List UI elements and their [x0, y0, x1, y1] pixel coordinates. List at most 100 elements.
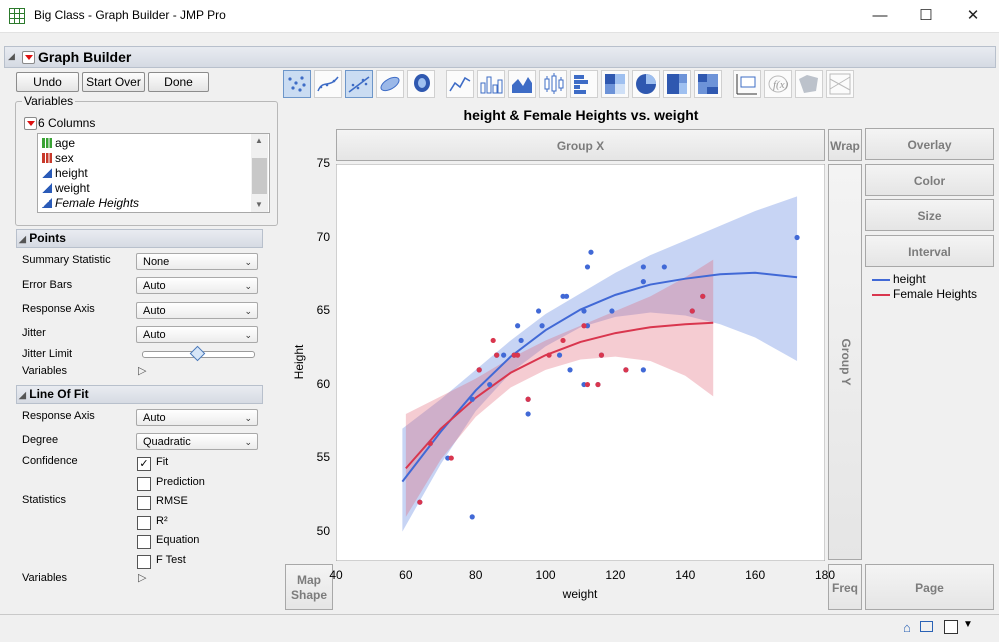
close-button[interactable]: ✕: [966, 7, 980, 24]
data-point[interactable]: [689, 308, 695, 314]
points-icon[interactable]: [283, 70, 311, 98]
red-triangle-menu-icon[interactable]: [22, 51, 35, 64]
fit-option[interactable]: RMSE: [137, 495, 267, 511]
checkbox[interactable]: ✓: [137, 457, 151, 471]
data-point[interactable]: [640, 367, 646, 373]
checkbox[interactable]: [137, 535, 151, 550]
data-point[interactable]: [525, 396, 531, 402]
treemap-icon[interactable]: [663, 70, 691, 98]
wrap-zone[interactable]: Wrap: [828, 129, 862, 161]
data-point[interactable]: [581, 308, 587, 314]
data-point[interactable]: [469, 514, 475, 520]
freq-zone[interactable]: Freq: [828, 564, 862, 610]
error-bars-select[interactable]: Auto ⌄: [136, 277, 258, 294]
legend-item[interactable]: Female Heights: [870, 287, 994, 302]
data-point[interactable]: [448, 455, 454, 461]
fit-option[interactable]: F Test: [137, 554, 267, 570]
collapse-triangle-icon[interactable]: ◢: [8, 51, 15, 61]
mosaic-icon[interactable]: [694, 70, 722, 98]
data-point[interactable]: [700, 293, 706, 299]
plot-area[interactable]: [336, 164, 825, 561]
bar-chart-icon[interactable]: [477, 70, 505, 98]
columns-menu-icon[interactable]: [24, 117, 37, 130]
formula-icon[interactable]: f(x): [764, 70, 792, 98]
maximize-button[interactable]: ☐: [919, 7, 933, 24]
area-chart-icon[interactable]: [508, 70, 536, 98]
ellipse-icon[interactable]: [376, 70, 404, 98]
graph-builder-header[interactable]: ◢ Graph Builder: [4, 46, 996, 68]
fit-option[interactable]: Prediction: [137, 476, 267, 492]
data-point[interactable]: [567, 367, 573, 373]
data-point[interactable]: [487, 381, 493, 388]
data-point[interactable]: [640, 279, 646, 285]
data-point[interactable]: [584, 264, 591, 270]
scrollbar-thumb[interactable]: [252, 158, 267, 194]
column-list-scrollbar[interactable]: ▲ ▼: [251, 134, 268, 212]
fit-option[interactable]: Equation: [137, 534, 267, 550]
layout-icon[interactable]: [944, 620, 958, 634]
data-point[interactable]: [501, 352, 507, 358]
data-point[interactable]: [609, 308, 615, 314]
jitter-select[interactable]: Auto ⌄: [136, 326, 258, 343]
degree-select[interactable]: Quadratic ⌄: [136, 433, 258, 450]
column-item[interactable]: age: [40, 136, 240, 151]
checkbox[interactable]: [137, 515, 151, 530]
data-point[interactable]: [584, 381, 591, 388]
heatmap-icon[interactable]: [601, 70, 629, 98]
data-point[interactable]: [518, 337, 524, 344]
data-point[interactable]: [595, 381, 601, 388]
data-point[interactable]: [427, 440, 433, 446]
data-point[interactable]: [525, 411, 531, 417]
window-list-icon[interactable]: [920, 621, 933, 632]
data-point[interactable]: [515, 352, 521, 358]
page-zone[interactable]: Page: [865, 564, 994, 610]
group-x-zone[interactable]: Group X: [336, 129, 825, 161]
data-point[interactable]: [490, 337, 496, 344]
data-point[interactable]: [588, 249, 594, 255]
undo-button[interactable]: Undo: [16, 72, 79, 92]
expand-triangle-icon[interactable]: ▷: [138, 572, 147, 584]
data-point[interactable]: [598, 352, 605, 358]
data-point[interactable]: [417, 499, 423, 505]
overlay-zone[interactable]: Overlay: [865, 128, 994, 160]
contour-icon[interactable]: [407, 70, 435, 98]
size-zone[interactable]: Size: [865, 199, 994, 231]
data-point[interactable]: [546, 352, 552, 358]
data-point[interactable]: [661, 264, 667, 270]
map-shapes-icon[interactable]: [795, 70, 823, 98]
checkbox[interactable]: [137, 496, 151, 511]
interval-zone[interactable]: Interval: [865, 235, 994, 267]
line-of-fit-section-header[interactable]: ◢ Line Of Fit: [16, 385, 263, 404]
column-list[interactable]: ▲ ▼: [37, 133, 270, 213]
data-point[interactable]: [640, 264, 646, 270]
data-point[interactable]: [469, 396, 475, 402]
smoother-icon[interactable]: [314, 70, 342, 98]
data-point[interactable]: [581, 323, 587, 329]
summary-statistic-select[interactable]: None ⌄: [136, 253, 258, 270]
caption-box-icon[interactable]: [733, 70, 761, 98]
chevron-down-icon[interactable]: ▼: [963, 619, 973, 630]
data-point[interactable]: [560, 337, 566, 344]
data-point[interactable]: [535, 308, 542, 314]
data-point[interactable]: [794, 234, 800, 241]
checkbox[interactable]: [137, 555, 151, 569]
expand-triangle-icon[interactable]: ▷: [138, 365, 147, 377]
data-point[interactable]: [539, 323, 545, 329]
done-button[interactable]: Done: [148, 72, 209, 92]
data-point[interactable]: [515, 323, 521, 329]
collapse-triangle-icon[interactable]: ◢: [19, 234, 26, 244]
legend-item[interactable]: height: [870, 272, 994, 287]
points-section-header[interactable]: ◢ Points: [16, 229, 263, 248]
color-zone[interactable]: Color: [865, 164, 994, 196]
group-y-zone[interactable]: Group Y: [828, 164, 862, 560]
data-point[interactable]: [556, 352, 563, 358]
collapse-triangle-icon[interactable]: ◢: [19, 390, 26, 400]
jitter-limit-slider-thumb[interactable]: [189, 345, 205, 362]
line-chart-icon[interactable]: [446, 70, 474, 98]
column-item[interactable]: weight: [40, 181, 240, 196]
box-plot-icon[interactable]: [539, 70, 567, 98]
histogram-icon[interactable]: [570, 70, 598, 98]
column-item[interactable]: height: [40, 166, 240, 181]
fit-option[interactable]: ✓ Fit: [137, 456, 267, 472]
response-axis-select[interactable]: Auto ⌄: [136, 302, 258, 319]
